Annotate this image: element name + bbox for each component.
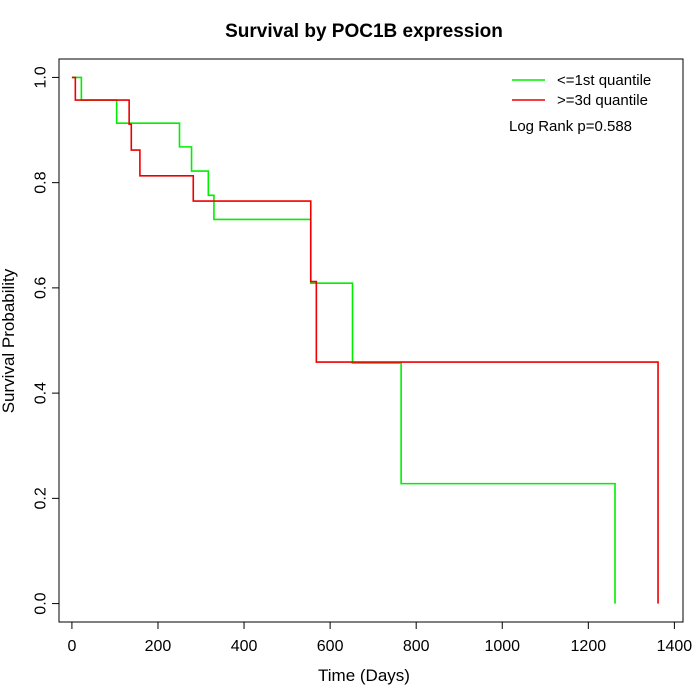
x-tick-label: 1200: [571, 638, 607, 655]
survival-curve: [71, 76, 616, 604]
x-tick-label: 400: [231, 638, 258, 655]
x-axis-label: Time (Days): [318, 666, 410, 685]
x-tick-label: 1400: [657, 638, 693, 655]
y-axis: 0.0 0.2 0.4 0.6 0.8 1.0: [33, 66, 60, 615]
x-tick-label: 800: [403, 638, 430, 655]
survival-curve: [71, 76, 659, 604]
legend-label: <=1st quantile: [557, 72, 651, 89]
log-rank-annotation: Log Rank p=0.588: [509, 118, 632, 135]
y-tick-label: 0.2: [33, 487, 50, 509]
y-tick-label: 0.4: [33, 382, 50, 404]
y-axis-label: Survival Probability: [0, 268, 18, 413]
series-layer: [71, 76, 659, 604]
plot-frame: [58, 58, 684, 623]
x-tick-label: 600: [317, 638, 344, 655]
x-tick-label: 0: [67, 638, 76, 655]
y-tick-label: 1.0: [33, 66, 50, 88]
y-tick-label: 0.0: [33, 592, 50, 614]
y-tick-label: 0.8: [33, 171, 50, 193]
y-tick-label: 0.6: [33, 277, 50, 299]
legend-label: >=3d quantile: [557, 92, 648, 109]
x-axis: 0 200 400 600 800 1000 1200 1400: [67, 621, 693, 655]
legend: <=1st quantile >=3d quantile: [512, 72, 651, 109]
x-tick-label: 1000: [484, 638, 520, 655]
x-tick-label: 200: [145, 638, 172, 655]
chart-title: Survival by POC1B expression: [225, 21, 503, 42]
